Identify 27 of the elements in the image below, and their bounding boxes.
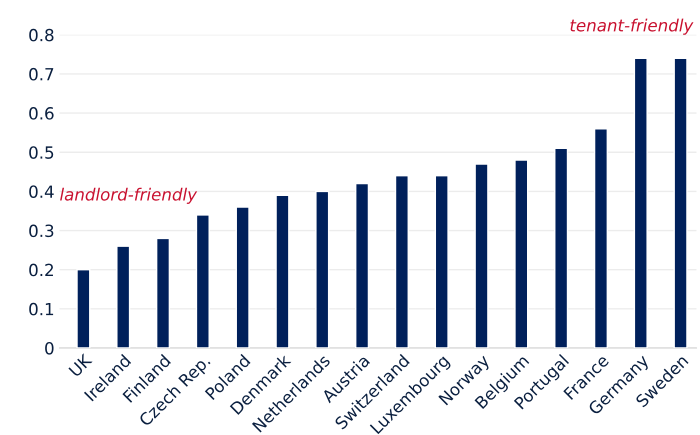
- bar: [355, 182, 370, 348]
- bar: [156, 238, 170, 348]
- y-tick-label: 0.4: [29, 185, 54, 198]
- bar: [634, 58, 648, 348]
- y-tick-label: 0.3: [29, 224, 54, 238]
- bar: [275, 194, 290, 348]
- bar: [434, 175, 449, 348]
- y-tick-label: 0.5: [29, 146, 54, 159]
- bar: [76, 269, 90, 348]
- bar: [594, 128, 608, 348]
- bar: [474, 163, 489, 348]
- bar: [394, 175, 409, 348]
- bar: [236, 206, 250, 348]
- annotation: landlord-friendly: [60, 188, 198, 204]
- bar: [514, 159, 528, 348]
- y-tick-label: 0.6: [29, 107, 54, 120]
- bar: [315, 190, 330, 348]
- y-tick-label: 0.1: [29, 302, 54, 316]
- annotation: tenant-friendly: [570, 18, 694, 35]
- bar: [554, 148, 568, 348]
- bar: [196, 214, 210, 348]
- y-tick-label: 0.7: [29, 68, 54, 81]
- bar: [674, 58, 688, 348]
- y-tick-label: 0.8: [29, 28, 54, 42]
- bar: [116, 246, 130, 348]
- y-tick-label: 0.2: [29, 264, 53, 276]
- y-tick-label: 0: [45, 342, 54, 355]
